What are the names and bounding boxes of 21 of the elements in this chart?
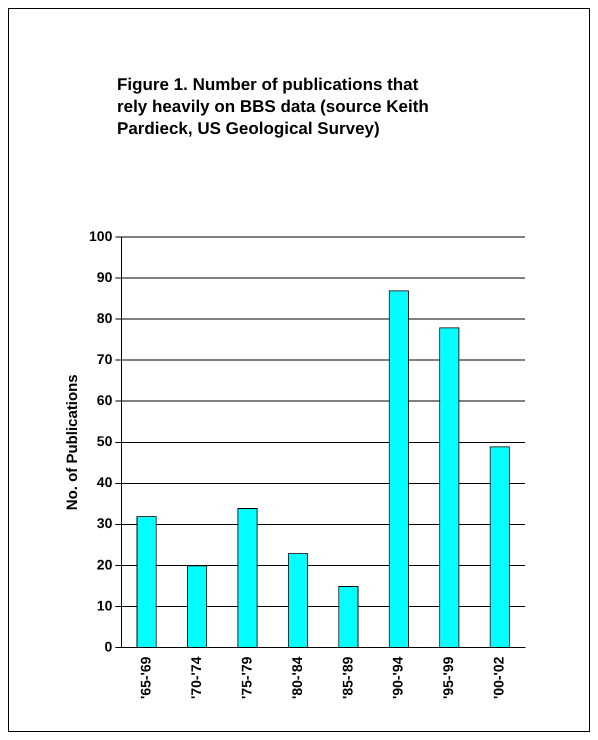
y-tick-label: 20 — [96, 556, 113, 572]
x-tick-label: '80-'84 — [288, 656, 305, 700]
y-tick-label: 60 — [96, 392, 113, 408]
chart-title: Figure 1. Number of publications that rely heavily on BBS data (source Keith Pardieck, US Geological Survey) — [117, 74, 430, 140]
y-axis-title: No. of Publications — [64, 374, 82, 510]
y-tick-label: 80 — [96, 310, 113, 326]
y-tick-label: 0 — [104, 638, 113, 654]
x-tick-label: '75-'79 — [238, 656, 254, 700]
y-tick-label: 40 — [96, 474, 113, 490]
x-tick-label: '90-'94 — [390, 656, 406, 700]
y-tick-label: 30 — [96, 515, 113, 532]
x-tick-label: '00-'02 — [490, 656, 507, 700]
y-tick-label: 100 — [89, 228, 113, 244]
y-tick-label: 10 — [96, 597, 113, 614]
x-tick-label: '85-'89 — [339, 656, 356, 700]
y-tick-label: 90 — [96, 268, 113, 285]
x-tick-label: '95-'99 — [440, 656, 456, 700]
y-tick-label: 70 — [96, 351, 113, 368]
y-tick-label: 50 — [96, 433, 113, 450]
x-tick-label: '70-'74 — [188, 656, 204, 700]
x-tick-label: '65-'69 — [137, 656, 154, 700]
